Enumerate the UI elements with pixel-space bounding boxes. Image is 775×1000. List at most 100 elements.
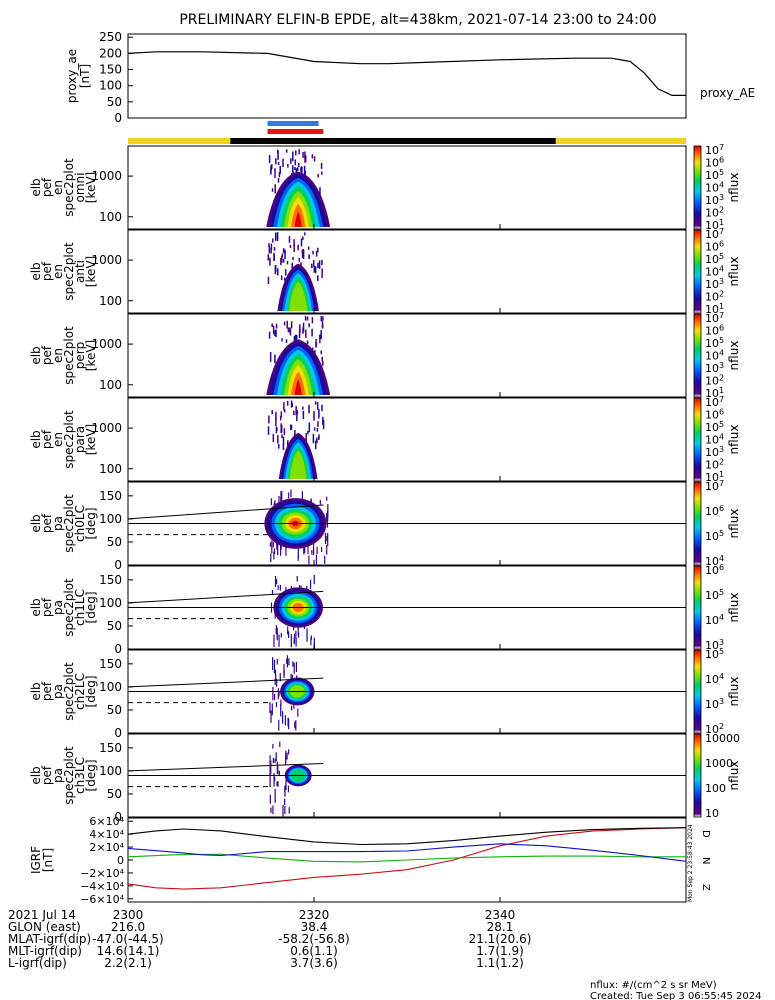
panel-ylabel: ch1LC — [73, 589, 87, 626]
colorbar-label: nflux — [727, 509, 741, 539]
ytick-label: 100 — [99, 210, 122, 224]
spectrogram-layer — [294, 211, 302, 227]
colorbar-tick: 104 — [705, 181, 724, 195]
colorbar-tick: 103 — [705, 361, 724, 375]
xaxis-row-value: 3.7(3.6) — [290, 956, 338, 970]
panel-ylabel: ch3LC — [73, 757, 87, 794]
spectrogram-speck — [274, 265, 277, 273]
pitch-angle-speck — [306, 585, 308, 591]
colorbar-tick: 102 — [705, 458, 724, 472]
spectrogram-speck — [299, 324, 301, 334]
proxy-ae-line — [127, 51, 686, 96]
spectrogram-speck — [314, 440, 317, 450]
pitch-angle-speck — [283, 664, 285, 677]
proxy-ae-ytick-label: 150 — [99, 63, 122, 77]
spectrogram-speck — [278, 443, 280, 449]
spectrogram-speck — [293, 336, 296, 342]
spectrogram-speck — [279, 415, 282, 421]
spectrogram-speck — [270, 248, 272, 254]
xaxis-row-value: 1.7(1.9) — [476, 944, 524, 958]
igrf-ytick-label: 2×10⁴ — [89, 841, 124, 854]
spectrogram-speck — [273, 252, 275, 261]
pitch-angle-speck — [275, 701, 278, 708]
units-note: nflux: #/(cm^2 s sr MeV) — [590, 980, 717, 991]
pitch-angle-speck — [269, 755, 271, 769]
spectrogram-speck — [314, 401, 317, 405]
pitch-angle-speck — [310, 637, 312, 646]
pitch-angle-speck — [326, 536, 328, 542]
pitch-angle-speck — [269, 702, 271, 714]
colorbar-tick: 105 — [705, 420, 724, 434]
proxy-ae-ytick-label: 0 — [114, 111, 122, 125]
spectrogram-speck — [277, 178, 280, 183]
spectrogram-speck — [320, 329, 322, 340]
panel-ylabel: elb — [29, 598, 43, 616]
pitch-angle-speck — [271, 589, 274, 596]
spectrogram-speck — [300, 238, 303, 247]
spectrogram-speck — [271, 410, 273, 415]
spectrogram-speck — [317, 421, 319, 427]
spectrogram-speck — [302, 322, 305, 333]
spectrogram-speck — [305, 329, 307, 339]
pitch-angle-speck — [280, 699, 282, 707]
spectrogram-speck — [276, 149, 279, 154]
igrf-series-D — [127, 827, 687, 890]
colorbar-tick: 1000 — [705, 757, 733, 770]
spectrogram-speck — [304, 155, 306, 163]
loss-cone-line — [127, 590, 324, 604]
spectrogram-speck — [297, 244, 299, 251]
panel-ylabel: pef — [40, 681, 54, 701]
igrf-ytick-label: 6×10⁴ — [89, 815, 124, 828]
spectrogram-speck — [283, 402, 285, 411]
pitch-angle-speck — [273, 634, 275, 648]
panel-ylabel: spec2plot — [62, 242, 76, 301]
spectrogram-speck — [315, 250, 318, 257]
spectrogram-speck — [283, 321, 286, 326]
colorbar-tick: 101 — [705, 302, 724, 316]
pitch-angle-speck — [324, 555, 326, 564]
pitch-angle-speck — [275, 674, 277, 681]
spectrogram-speck — [284, 249, 286, 259]
colorbar-tick: 103 — [705, 697, 724, 711]
pitch-angle-speck — [287, 626, 289, 635]
ytick-label: 50 — [107, 787, 122, 801]
xaxis-row-label: L-igrf(dip) — [8, 956, 67, 970]
spectrogram-speck — [281, 434, 283, 439]
proxy-ae-ylabel: [nT] — [78, 64, 92, 88]
ytick-label: 100 — [99, 680, 122, 694]
spectrogram-speck — [304, 232, 306, 236]
panel-ylabel: pef — [40, 261, 54, 281]
loss-cone-line — [127, 763, 324, 772]
panel-ylabel: spec2plot — [62, 578, 76, 637]
spectrogram-speck — [287, 440, 289, 449]
spectrogram-speck — [313, 411, 315, 421]
panel-ylabel: pef — [40, 513, 54, 533]
pitch-angle-speck — [271, 540, 273, 554]
colorbar-label: nflux — [727, 677, 741, 707]
xaxis-row-value: 0.6(1.1) — [290, 944, 338, 958]
panel-ylabel: [deg] — [84, 760, 98, 792]
ytick-label: 150 — [99, 741, 122, 755]
spectrogram-speck — [321, 404, 323, 412]
pitch-angle-speck — [274, 669, 277, 677]
spectrogram-layer — [294, 379, 302, 395]
pitch-angle-speck — [290, 489, 292, 498]
spectrogram-speck — [314, 266, 317, 274]
panel-ylabel: [keV] — [84, 256, 98, 287]
colorbar-tick: 107 — [705, 395, 724, 409]
pitch-angle-speck — [288, 749, 290, 755]
proxy-ae-ytick-label: 250 — [99, 30, 122, 44]
pitch-angle-speck — [293, 638, 295, 644]
pitch-angle-speck — [286, 658, 288, 664]
spectrogram-speck — [271, 188, 274, 192]
xaxis-row-label: MLAT-igrf(dip) — [8, 932, 91, 946]
ytick-label: 100 — [99, 462, 122, 476]
spectrogram-speck — [320, 162, 323, 169]
pitch-angle-speck — [320, 546, 323, 552]
colorbar-tick: 106 — [705, 240, 724, 254]
colorbar-tick: 101 — [705, 218, 724, 232]
spectrogram-speck — [293, 243, 295, 252]
colorbar — [693, 313, 702, 398]
pitch-angle-speck — [276, 627, 278, 641]
